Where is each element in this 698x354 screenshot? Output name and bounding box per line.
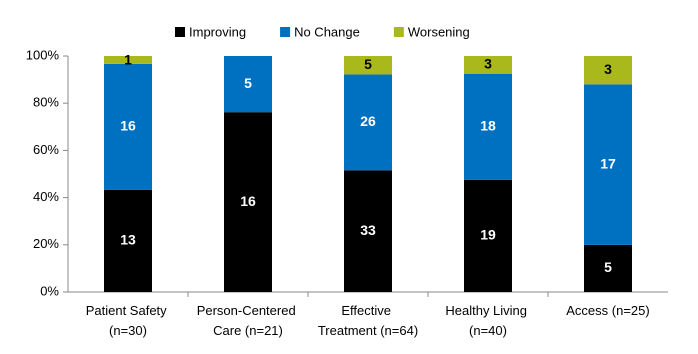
data-label: 1 bbox=[124, 52, 132, 68]
x-tick-label: Patient Safety (n=30) bbox=[86, 303, 171, 338]
legend-swatch bbox=[393, 27, 404, 37]
legend-swatch bbox=[280, 27, 291, 37]
x-tick-label: Healthy Living (n=40) bbox=[445, 303, 530, 338]
data-label: 3 bbox=[484, 56, 492, 72]
data-label: 5 bbox=[244, 75, 252, 91]
x-tick-label: Person-Centered Care (n=21) bbox=[197, 303, 300, 338]
x-tick-label: Effective Treatment (n=64) bbox=[318, 303, 418, 338]
bar-segment bbox=[584, 56, 632, 85]
bar-segment bbox=[464, 73, 512, 180]
legend-label: No Change bbox=[294, 24, 360, 39]
data-label: 5 bbox=[604, 259, 612, 275]
bar-segment bbox=[464, 179, 512, 292]
legend-label: Worsening bbox=[408, 24, 470, 39]
data-label: 13 bbox=[120, 232, 136, 248]
bar-segment bbox=[584, 84, 632, 245]
legend: Improving No Change Worsening bbox=[175, 24, 470, 39]
bar-segment bbox=[464, 56, 512, 74]
bar-segment bbox=[344, 170, 392, 292]
y-tick-label: 0% bbox=[40, 283, 59, 298]
bar-segment bbox=[224, 112, 272, 292]
data-label: 3 bbox=[604, 61, 612, 77]
y-tick-label: 60% bbox=[33, 142, 59, 157]
bar-segment bbox=[584, 244, 632, 292]
data-label: 17 bbox=[600, 155, 616, 171]
data-label: 18 bbox=[480, 118, 496, 134]
bar-segment bbox=[104, 63, 152, 190]
data-label: 26 bbox=[360, 113, 376, 129]
bar-segment bbox=[104, 189, 152, 292]
y-tick-label: 80% bbox=[33, 95, 59, 110]
data-label: 16 bbox=[240, 193, 256, 209]
data-label: 19 bbox=[480, 227, 496, 243]
y-tick-label: 40% bbox=[33, 189, 59, 204]
bar-segment bbox=[104, 56, 152, 64]
bar-segment bbox=[344, 56, 392, 75]
legend-label: Improving bbox=[189, 24, 246, 39]
y-tick-label: 20% bbox=[33, 236, 59, 251]
data-label: 16 bbox=[120, 118, 136, 134]
legend-swatch bbox=[175, 27, 185, 37]
data-label: 5 bbox=[364, 56, 372, 72]
bar-segment bbox=[224, 56, 272, 113]
x-tick-label: Access (n=25) bbox=[566, 303, 649, 318]
data-label: 33 bbox=[360, 222, 376, 238]
y-tick-label: 100% bbox=[26, 47, 60, 62]
bar-segment bbox=[344, 74, 392, 171]
